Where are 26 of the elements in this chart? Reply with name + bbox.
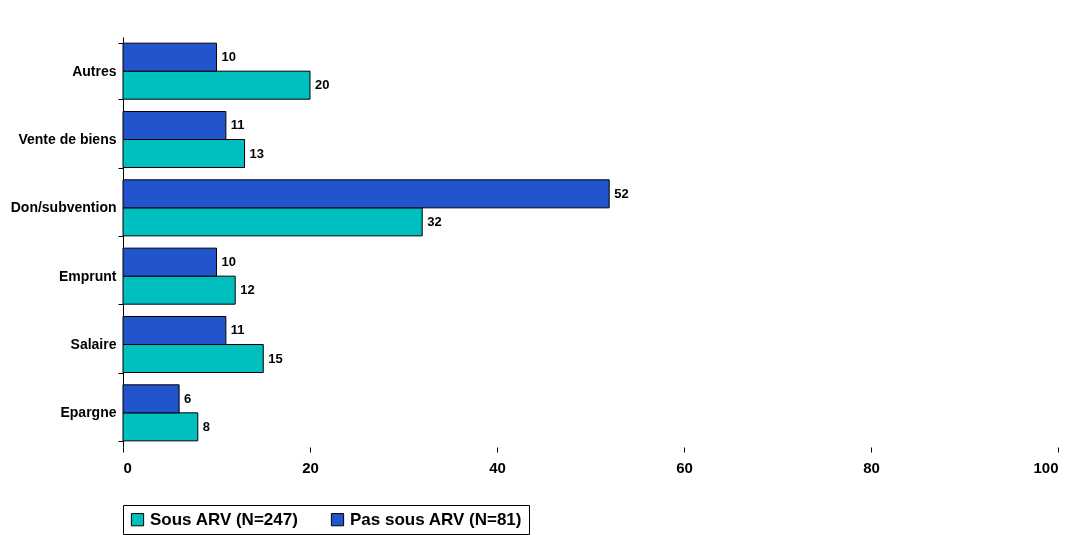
x-tick-label: 40 <box>489 458 506 476</box>
data-label: 6 <box>184 390 192 406</box>
x-tick-label: 100 <box>1033 458 1059 476</box>
x-tick-label: 80 <box>863 458 880 476</box>
data-label: 15 <box>268 350 283 366</box>
data-label: 10 <box>221 254 236 270</box>
y-tick-label: Vente de biens <box>18 131 117 147</box>
x-tick-label: 0 <box>123 458 132 476</box>
data-label: 11 <box>230 322 245 338</box>
legend-label: Sous ARV (N=247) <box>150 509 298 529</box>
data-label: 52 <box>614 185 629 201</box>
data-label: 12 <box>240 282 255 298</box>
legend-label: Pas sous ARV (N=81) <box>350 509 522 529</box>
y-tick-label: Epargne <box>60 404 117 421</box>
data-label: 8 <box>202 418 211 434</box>
data-label: 20 <box>315 77 330 93</box>
y-tick-label: Salaire <box>70 336 117 352</box>
data-label: 11 <box>230 117 245 133</box>
x-tick-label: 20 <box>302 458 319 476</box>
data-label: 10 <box>221 49 236 65</box>
y-tick-label: Autres <box>72 62 117 79</box>
data-label: 13 <box>249 145 265 161</box>
y-tick-label: Emprunt <box>58 267 117 284</box>
data-label: 32 <box>427 213 442 229</box>
y-tick-label: Don/subvention <box>10 199 117 216</box>
x-tick-label: 60 <box>676 458 693 476</box>
